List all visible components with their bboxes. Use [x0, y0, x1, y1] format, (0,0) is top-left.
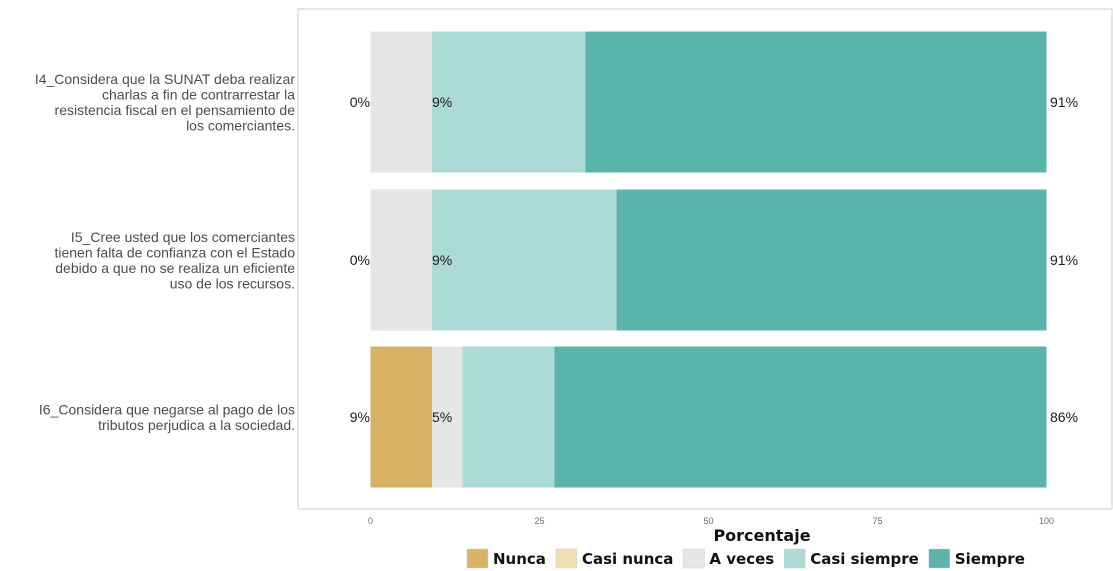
- bars-layer: [370, 31, 1047, 488]
- legend-label-siempre: Siempre: [955, 550, 1025, 568]
- legend-label-casi-siempre: Casi siempre: [810, 550, 919, 568]
- category-label-2: I5_Cree usted que los comerciantes tienen…: [54, 229, 295, 292]
- category-label-3: I6_Considera que negarse al pago de los t…: [39, 401, 295, 433]
- legend-label-a-veces: A veces: [709, 550, 774, 568]
- legend: Nunca Casi nunca A veces Casi siempre Siempr…: [466, 548, 1025, 569]
- legend-swatch-a-veces: [683, 548, 705, 569]
- bar-segment-siempre-2: [616, 189, 1047, 331]
- x-tick-label: 100: [1039, 516, 1054, 526]
- bar-segment-casi-siempre-2: [432, 189, 617, 331]
- right-percent-label: 86%: [1050, 409, 1078, 425]
- bar-segment-a-veces-3: [432, 346, 463, 488]
- bar-segment-a-veces-2: [370, 189, 433, 331]
- legend-swatch-casi-nunca: [555, 548, 578, 569]
- right-percent-label: 91%: [1050, 94, 1078, 110]
- plot-panel-border: [297, 8, 1113, 510]
- bar-segment-siempre-1: [585, 31, 1047, 173]
- legend-swatch-nunca: [466, 548, 489, 569]
- x-tick-label: 0: [368, 516, 373, 526]
- x-tick-label: 50: [703, 516, 713, 526]
- legend-swatch-casi-siempre: [783, 548, 806, 569]
- legend-swatch-siempre: [928, 548, 951, 569]
- bar-segment-casi-siempre-1: [432, 31, 586, 173]
- middle-percent-label: 9%: [432, 94, 452, 110]
- bar-segment-a-veces-1: [370, 31, 433, 173]
- legend-label-nunca: Nunca: [493, 550, 546, 568]
- category-labels: I4_Considera que la SUNAT deba realizar c…: [35, 71, 296, 433]
- middle-percent-label: 5%: [432, 409, 452, 425]
- legend-label-casi-nunca: Casi nunca: [582, 550, 673, 568]
- bar-segment-nunca-3: [370, 346, 433, 488]
- middle-percent-label: 9%: [432, 252, 452, 268]
- left-percent-label: 0%: [350, 94, 370, 110]
- category-label-1: I4_Considera que la SUNAT deba realizar c…: [35, 71, 296, 134]
- x-tick-label: 25: [534, 516, 544, 526]
- bar-segment-casi-siempre-3: [462, 346, 555, 488]
- x-tick-label: 75: [872, 516, 882, 526]
- left-percent-label: 0%: [350, 252, 370, 268]
- x-axis-ticks: 0 25 50 75 100: [368, 516, 1054, 526]
- left-percent-label: 9%: [350, 409, 370, 425]
- percent-labels: 0% 9% 91% 0% 9% 91% 9% 5% 86%: [350, 94, 1078, 425]
- x-axis-title: Porcentaje: [713, 526, 810, 545]
- bar-segment-siempre-3: [554, 346, 1047, 488]
- right-percent-label: 91%: [1050, 252, 1078, 268]
